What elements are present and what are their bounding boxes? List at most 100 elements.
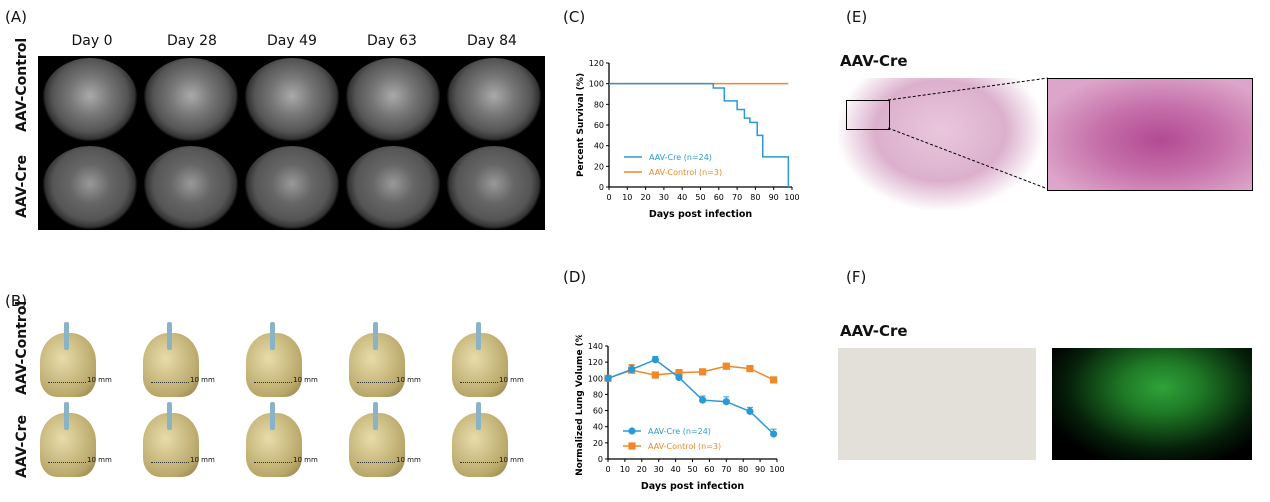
scale-bar xyxy=(460,382,498,383)
data-point xyxy=(746,407,754,415)
x-tick-label: 10 xyxy=(622,193,632,202)
histology-inset-image xyxy=(1047,78,1253,191)
row-label-control: AAV-Control xyxy=(14,37,30,132)
panel-label-c: (C) xyxy=(563,8,586,26)
x-tick-label: 20 xyxy=(637,465,647,474)
ct-slice xyxy=(345,58,441,142)
scale-bar-label: 10 mm xyxy=(190,376,215,384)
x-tick-label: 60 xyxy=(704,465,714,474)
scale-bar-label: 10 mm xyxy=(499,376,524,384)
x-tick-label: 50 xyxy=(687,465,697,474)
ct-slice xyxy=(446,58,542,142)
data-point xyxy=(675,369,683,377)
y-tick-label: 120 xyxy=(588,358,603,367)
scale-bar-label: 10 mm xyxy=(293,456,318,464)
ct-slice xyxy=(345,146,441,230)
brightfield-image xyxy=(838,348,1036,460)
day-label: Day 0 xyxy=(71,33,113,49)
legend-label: AAV-Cre (n=24) xyxy=(649,153,712,162)
x-tick-label: 50 xyxy=(695,193,705,202)
trachea-render xyxy=(373,322,378,350)
data-point xyxy=(628,365,636,374)
survival-chart: 0 10 20 30 40 50 60 70 80 90 100 0 20 40 60 80 100 120 Day… xyxy=(576,59,800,220)
x-tick-label: 40 xyxy=(671,465,681,474)
scale-bar xyxy=(48,382,86,383)
x-tick-label: 0 xyxy=(605,465,610,474)
row-label-cre-3d: AAV-Cre xyxy=(14,414,30,478)
trachea-render xyxy=(373,402,378,430)
scale-bar-label: 10 mm xyxy=(87,456,112,464)
scale-bar-label: 10 mm xyxy=(396,456,421,464)
y-tick-label: 100 xyxy=(589,80,604,89)
scale-bar xyxy=(460,462,498,463)
data-point xyxy=(770,430,778,438)
data-point xyxy=(651,356,659,364)
data-point xyxy=(746,365,754,373)
data-point xyxy=(722,398,730,406)
y-tick-label: 20 xyxy=(594,162,604,171)
ct-slice xyxy=(42,58,138,142)
data-point xyxy=(675,373,683,382)
data-point xyxy=(651,371,659,379)
data-point xyxy=(722,362,730,370)
row-label-cre: AAV-Cre xyxy=(14,154,30,218)
panel-e-title: AAV-Cre xyxy=(840,52,908,70)
scale-bar xyxy=(254,462,292,463)
series-line-control xyxy=(607,365,774,381)
x-tick-label: 60 xyxy=(714,193,724,202)
x-tick-label: 30 xyxy=(659,193,669,202)
x-tick-label: 70 xyxy=(732,193,742,202)
y-tick-label: 100 xyxy=(588,374,603,383)
day-label: Day 28 xyxy=(167,33,217,49)
panel-label-d: (D) xyxy=(563,268,587,286)
panel-label-f: (F) xyxy=(846,268,867,286)
legend-label: AAV-Cre (n=24) xyxy=(648,427,711,436)
ct-slice xyxy=(143,58,239,142)
x-tick-label: 90 xyxy=(755,465,765,474)
y-tick-label: 120 xyxy=(589,59,604,68)
scale-bar xyxy=(151,382,189,383)
day-label: Day 84 xyxy=(467,33,517,49)
data-point xyxy=(604,374,612,382)
zoom-connector-lines xyxy=(887,77,1049,190)
ct-slice xyxy=(244,146,340,230)
x-axis-title: Days post infection xyxy=(649,209,753,220)
y-tick-label: 20 xyxy=(593,439,603,448)
trachea-render xyxy=(167,402,172,430)
trachea-render xyxy=(270,402,275,430)
y-tick-label: 80 xyxy=(594,100,604,109)
day-label: Day 49 xyxy=(267,33,317,49)
lung-volume-chart: 0 10 20 30 40 50 60 70 80 90 100 0 20 40 60 80 100 120 140… xyxy=(575,335,785,492)
x-tick-label: 0 xyxy=(606,193,611,202)
x-tick-label: 20 xyxy=(641,193,651,202)
scale-bar-label: 10 mm xyxy=(499,456,524,464)
legend-label: AAV-Control (n=3) xyxy=(649,168,722,177)
y-axis-title: Normalized Lung Volume (%) xyxy=(575,335,585,476)
scale-bar xyxy=(254,382,292,383)
x-tick-label: 80 xyxy=(738,465,748,474)
x-tick-label: 40 xyxy=(677,193,687,202)
x-tick-label: 80 xyxy=(750,193,760,202)
trachea-render xyxy=(270,322,275,350)
fluorescence-image xyxy=(1052,348,1252,460)
x-axis-title: Days post infection xyxy=(641,481,745,492)
day-label: Day 63 xyxy=(367,33,417,49)
scale-bar xyxy=(357,382,395,383)
zoom-region-box xyxy=(846,100,890,130)
y-tick-label: 40 xyxy=(593,423,603,432)
panel-label-b: (B) xyxy=(5,292,27,310)
y-tick-label: 80 xyxy=(593,390,603,399)
data-point xyxy=(699,368,707,376)
data-point xyxy=(770,376,778,384)
x-tick-label: 10 xyxy=(620,465,630,474)
trachea-render xyxy=(167,322,172,350)
x-tick-label: 100 xyxy=(769,465,784,474)
x-tick-label: 90 xyxy=(769,193,779,202)
scale-bar-label: 10 mm xyxy=(190,456,215,464)
panel-label-e: (E) xyxy=(846,8,868,26)
scale-bar-label: 10 mm xyxy=(293,376,318,384)
legend-marker xyxy=(628,427,636,435)
legend-label: AAV-Control (n=3) xyxy=(648,442,721,451)
x-tick-label: 30 xyxy=(654,465,664,474)
series-line-cre xyxy=(609,82,790,187)
